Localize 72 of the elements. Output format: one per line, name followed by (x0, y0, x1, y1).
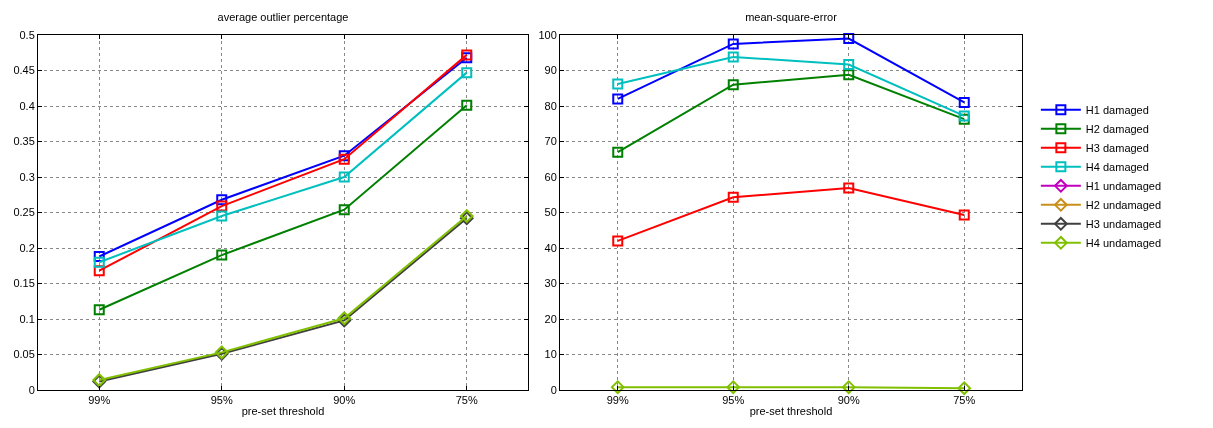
x-tick-label: 75% (455, 394, 478, 407)
y-tick-label: 10 (544, 348, 557, 361)
point (841, 380, 856, 395)
point (958, 209, 970, 221)
y-tick-label: 0.2 (19, 241, 35, 254)
x-tick-label: 75% (953, 394, 976, 407)
legend-label: H3 damaged (1085, 142, 1149, 155)
point (843, 33, 855, 45)
point (726, 380, 741, 395)
point (93, 251, 105, 263)
y-tick-label: 0.05 (13, 348, 35, 361)
point (93, 304, 105, 316)
y-tick-label: 60 (544, 170, 557, 183)
point (958, 96, 970, 108)
y-tick-label: 20 (544, 312, 557, 325)
point (612, 78, 624, 90)
x-tick-label: 95% (722, 394, 745, 407)
y-tick-label: 40 (544, 241, 557, 254)
point (93, 256, 105, 268)
point (727, 38, 739, 50)
point (93, 265, 105, 277)
legend-label: H2 undamaged (1085, 199, 1162, 212)
point (727, 79, 739, 91)
y-tick-label: 80 (544, 99, 557, 112)
x-tick-label: 90% (333, 394, 356, 407)
point (727, 191, 739, 203)
point (612, 93, 624, 105)
chart-title: average outlier percentage (217, 10, 349, 23)
point (216, 200, 228, 212)
point (843, 69, 855, 81)
x-tick-label: 99% (88, 394, 111, 407)
point (461, 67, 473, 79)
y-tick-label: 70 (544, 135, 557, 148)
point (216, 194, 228, 206)
y-tick-label: 100 (538, 28, 557, 41)
y-tick-label: 0 (28, 383, 35, 396)
point (338, 204, 350, 216)
y-tick-label: 0.3 (19, 170, 35, 183)
point (216, 249, 228, 261)
y-tick-label: 0.1 (19, 312, 35, 325)
point (338, 171, 350, 183)
y-tick-label: 90 (544, 64, 557, 77)
y-tick-label: 0.4 (19, 99, 35, 112)
point (843, 58, 855, 70)
legend-label: H1 damaged (1085, 104, 1149, 117)
point (727, 51, 739, 63)
point (843, 182, 855, 194)
x-axis-title: pre-set threshold (241, 405, 325, 418)
point (957, 381, 972, 396)
y-tick-label: 0.25 (13, 206, 35, 219)
y-tick-label: 30 (544, 277, 557, 290)
y-tick-label: 0 (550, 383, 557, 396)
legend-label: H1 undamaged (1085, 180, 1162, 193)
point (612, 235, 624, 247)
chart-title: mean-square-error (745, 10, 838, 23)
legend-label: H4 damaged (1085, 161, 1149, 174)
point (610, 380, 625, 395)
legend-label: H3 undamaged (1085, 218, 1162, 231)
point (612, 146, 624, 158)
y-tick-label: 50 (544, 206, 557, 219)
x-tick-label: 95% (210, 394, 233, 407)
legend-label: H4 undamaged (1085, 237, 1162, 250)
legend-label: H2 damaged (1085, 123, 1149, 136)
y-tick-label: 0.5 (19, 28, 35, 41)
point (461, 99, 473, 111)
y-tick-label: 0.45 (13, 64, 35, 77)
y-tick-label: 0.35 (13, 135, 35, 148)
y-tick-label: 0.15 (13, 277, 35, 290)
point (216, 210, 228, 222)
x-axis-title: pre-set threshold (749, 405, 833, 418)
x-tick-label: 99% (606, 394, 629, 407)
x-tick-label: 90% (837, 394, 860, 407)
